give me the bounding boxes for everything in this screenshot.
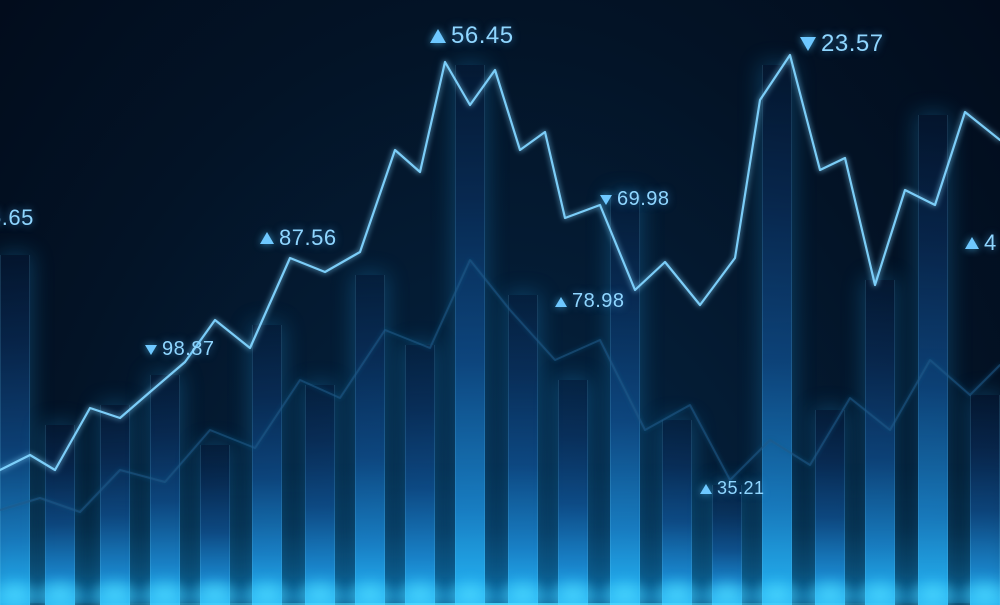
value-label: 4 [965, 230, 997, 256]
value-label: 87.56 [260, 225, 337, 251]
value-text: 98.87 [162, 338, 215, 361]
trend-line-primary [0, 55, 1000, 470]
value-text: 69.98 [617, 188, 670, 211]
value-label: 23.57 [800, 30, 884, 58]
bar [610, 195, 640, 605]
value-text: 56.45 [451, 22, 514, 50]
bar [455, 65, 485, 605]
value-labels: 6.65 98.87 87.56 56.45 69.98 78.98 35.21 23.57 4 [0, 0, 1000, 605]
value-label: 35.21 [700, 478, 765, 499]
value-label: 56.45 [430, 22, 514, 50]
triangle-up-icon [430, 29, 446, 43]
bar [0, 255, 30, 605]
bar [762, 65, 792, 605]
value-text: 87.56 [279, 225, 337, 251]
triangle-down-icon [800, 37, 816, 51]
value-label: 98.87 [145, 338, 215, 361]
bar [815, 410, 845, 605]
bar [405, 345, 435, 605]
value-text: 35.21 [717, 478, 765, 499]
bar [200, 445, 230, 605]
value-label: 6.65 [0, 205, 34, 231]
value-text: 6.65 [0, 205, 34, 231]
bar [355, 275, 385, 605]
bar [712, 485, 742, 605]
bar [252, 325, 282, 605]
triangle-up-icon [555, 297, 567, 307]
bar [305, 385, 335, 605]
triangle-up-icon [260, 232, 274, 244]
bar [918, 115, 948, 605]
floor-glow [0, 465, 1000, 605]
triangle-up-icon [965, 237, 979, 249]
value-label: 69.98 [600, 188, 670, 211]
bar [865, 280, 895, 605]
bar [970, 395, 1000, 605]
value-text: 23.57 [821, 30, 884, 58]
triangle-up-icon [700, 484, 712, 494]
bar [558, 380, 588, 605]
bar [662, 420, 692, 605]
trend-line-secondary [0, 260, 1000, 512]
value-label: 78.98 [555, 290, 625, 313]
triangle-down-icon [600, 195, 612, 205]
bar [45, 425, 75, 605]
value-text: 78.98 [572, 290, 625, 313]
bar-layer [0, 0, 1000, 605]
bar [508, 295, 538, 605]
bar [150, 375, 180, 605]
value-text: 4 [984, 230, 997, 256]
stock-chart: 6.65 98.87 87.56 56.45 69.98 78.98 35.21 23.57 4 [0, 0, 1000, 605]
bar [100, 405, 130, 605]
triangle-down-icon [145, 345, 157, 355]
line-layer [0, 0, 1000, 605]
